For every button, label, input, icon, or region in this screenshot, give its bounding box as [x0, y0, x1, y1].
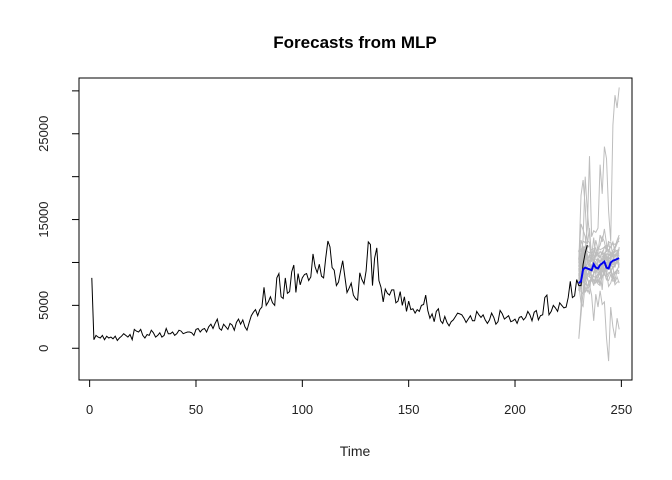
history-series-line: [91, 240, 588, 342]
x-tick-label: 250: [611, 402, 633, 417]
simulated-paths-layer: [577, 87, 620, 362]
forecast-mean-line: [578, 257, 620, 284]
x-tick-label: 200: [504, 402, 526, 417]
y-tick-label: 25000: [36, 116, 51, 152]
simulated-path-line: [578, 245, 620, 362]
x-tick-label: 50: [189, 402, 203, 417]
y-tick-label: 15000: [36, 201, 51, 237]
x-tick-label: 0: [86, 402, 93, 417]
x-axis: 0 50 100 150 200 250: [86, 379, 633, 417]
simulated-path-line: [577, 87, 620, 253]
history-layer: [91, 240, 588, 342]
y-axis: 0 5000 15000 25000: [36, 90, 80, 352]
y-tick-label: 5000: [36, 291, 51, 320]
x-tick-label: 150: [398, 402, 420, 417]
forecast-mean-layer: [578, 257, 620, 284]
chart-title: Forecasts from MLP: [273, 33, 436, 52]
x-axis-label: Time: [340, 443, 371, 459]
y-tick-label: 0: [36, 345, 51, 352]
plot-frame: [78, 77, 633, 381]
simulated-path-line: [578, 245, 620, 290]
x-tick-label: 100: [291, 402, 313, 417]
simulated-path-line: [578, 245, 620, 273]
